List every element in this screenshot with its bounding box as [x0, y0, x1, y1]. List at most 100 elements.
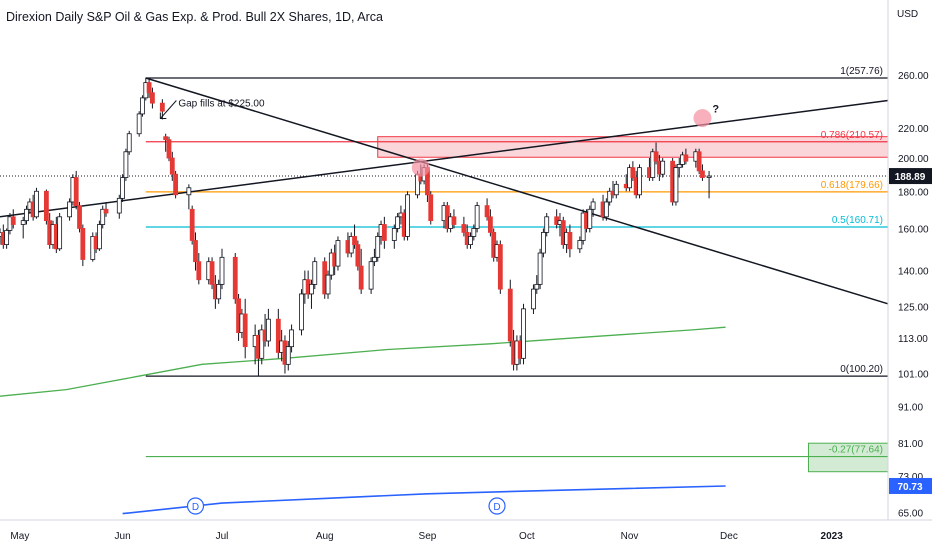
y-tick-label-8: 101.00: [898, 370, 929, 381]
candle-116: [554, 209, 560, 229]
candle-76: [358, 248, 364, 294]
candle-body-24: [103, 208, 109, 214]
candle-body-9: [34, 190, 39, 218]
candle-body-77: [368, 261, 374, 290]
trendline-descending: [145, 77, 889, 305]
candle-40: [189, 205, 195, 245]
y-tick-label-12: 65.00: [898, 509, 923, 520]
candle-body-100: [474, 205, 480, 229]
candle-42: [196, 253, 202, 285]
candle-body-26: [120, 177, 125, 199]
candle-61: [289, 324, 294, 353]
x-tick-label-7: Dec: [720, 531, 738, 542]
candle-body-42: [196, 261, 202, 281]
x-tick-label-0: May: [10, 531, 29, 542]
candle-66: [312, 257, 318, 290]
candle-113: [537, 248, 543, 290]
candle-body-66: [312, 261, 318, 285]
candle-body-135: [637, 167, 642, 196]
candle-15: [67, 198, 72, 221]
candle-body-106: [507, 288, 513, 342]
candle-83: [395, 213, 401, 233]
fib-label-4: 0(100.20): [840, 364, 883, 375]
candle-148: [700, 164, 705, 181]
candle-body-105: [497, 244, 503, 290]
zones-layer: [377, 136, 889, 473]
fib-label-1: 0.786(210.57): [821, 130, 883, 141]
candle-6: [24, 205, 29, 225]
candle-body-115: [544, 216, 550, 233]
candle-body-86: [405, 194, 410, 237]
candle-5: [20, 216, 26, 239]
candle-111: [531, 284, 536, 314]
candle-120: [567, 224, 573, 258]
currency-label: USD: [897, 9, 919, 20]
chart-title: Direxion Daily S&P Oil & Gas Exp. & Prod…: [6, 10, 384, 24]
candle-body-95: [451, 216, 457, 225]
candle-body-138: [653, 151, 659, 162]
candle-29: [136, 111, 142, 137]
last-price-value: 188.89: [895, 172, 926, 183]
gap-arrow-head-icon: [159, 112, 167, 119]
candle-99: [471, 224, 477, 241]
candle-body-111: [531, 288, 536, 310]
candle-147: [696, 148, 702, 175]
candle-41: [193, 232, 198, 271]
candle-127: [603, 198, 609, 221]
candle-body-120: [567, 231, 573, 250]
candle-149: [706, 170, 712, 199]
candle-112: [534, 275, 540, 294]
x-tick-label-2: Jul: [216, 531, 229, 542]
fib-label-3: 0.5(160.71): [832, 215, 883, 226]
candle-68: [325, 270, 331, 299]
y-tick-label-0: 260.00: [898, 71, 929, 82]
candle-body-112: [534, 283, 540, 290]
candle-140: [660, 158, 666, 178]
candle-101: [484, 198, 490, 221]
ma-price-value: 70.73: [897, 482, 922, 493]
candle-body-19: [80, 228, 86, 260]
dividend-marker-1: [488, 497, 506, 515]
candle-106: [507, 279, 513, 347]
candle-25: [116, 194, 122, 219]
y-tick-label-11: 73.00: [898, 472, 923, 483]
candle-4: [10, 209, 16, 229]
candle-body-62: [299, 293, 304, 331]
candle-114: [541, 228, 546, 258]
candle-48: [232, 253, 238, 304]
candle-body-113: [537, 252, 543, 285]
fib-label-2: 0.618(179.66): [821, 180, 883, 191]
y-tick-label-2: 200.00: [898, 154, 929, 165]
candle-body-32: [146, 82, 152, 94]
dividend-marker-label-1: D: [493, 502, 500, 513]
candle-body-137: [650, 151, 656, 178]
y-tick-label-5: 140.00: [898, 267, 929, 278]
candle-133: [630, 161, 636, 181]
candle-22: [97, 220, 102, 251]
candle-body-127: [603, 201, 609, 218]
candle-65: [309, 279, 314, 309]
candle-138: [653, 142, 659, 165]
candle-body-142: [673, 167, 679, 203]
candle-17: [73, 170, 79, 210]
candle-142: [673, 164, 679, 206]
ma-200-line: [0, 326, 726, 397]
candle-body-74: [352, 236, 357, 246]
candle-body-2: [4, 230, 10, 246]
candle-38: [173, 170, 179, 199]
candle-105: [497, 240, 503, 294]
candle-body-34: [159, 102, 165, 112]
trendline-ascending: [0, 99, 889, 218]
candle-96: [461, 216, 467, 237]
candle-body-51: [242, 313, 248, 348]
candle-body-125: [590, 201, 596, 210]
candle-135: [637, 164, 642, 199]
candle-14: [57, 213, 63, 251]
candle-100: [474, 201, 480, 233]
candle-body-79: [375, 236, 381, 258]
candle-body-71: [335, 240, 341, 267]
candle-128: [607, 187, 613, 206]
candle-57: [275, 308, 281, 359]
candle-81: [381, 216, 387, 249]
